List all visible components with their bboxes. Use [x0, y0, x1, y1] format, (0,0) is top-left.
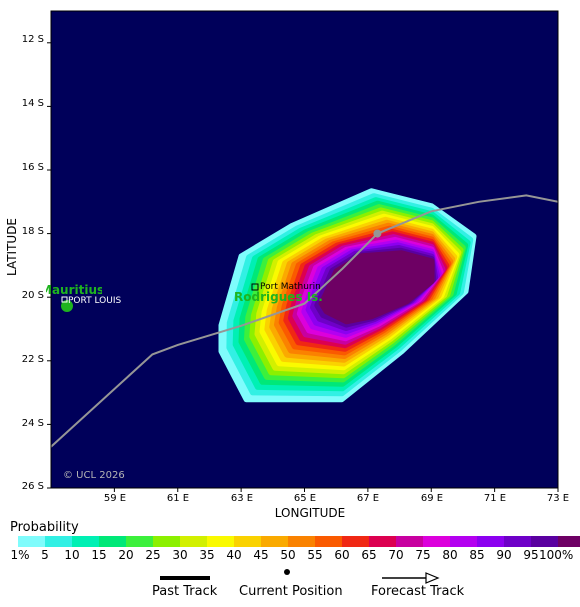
current-position-legend-dot [284, 569, 290, 575]
probability-tick-label: 10 [64, 548, 80, 562]
probability-tick-label: 25 [145, 548, 161, 562]
y-axis-label: LATITUDE [5, 217, 19, 277]
lon-tick-label: 67 E [356, 493, 380, 504]
probability-tick-label: 55 [307, 548, 323, 562]
lat-tick-label: 26 S [21, 481, 44, 492]
probability-tick-label: 100% [539, 548, 574, 562]
colorbar-swatch [45, 536, 72, 547]
x-axis-label: LONGITUDE [274, 506, 346, 520]
probability-tick-label: 5 [41, 548, 49, 562]
colorbar-swatch [234, 536, 261, 547]
colorbar-swatch [558, 536, 580, 547]
colorbar-swatch [531, 536, 558, 547]
lat-tick-label: 12 S [21, 34, 44, 45]
colorbar-swatch [153, 536, 180, 547]
probability-tick-label: 60 [334, 548, 350, 562]
probability-tick-label: 35 [199, 548, 215, 562]
forecast-track-legend-label: Forecast Track [371, 584, 465, 599]
colorbar-swatch [369, 536, 396, 547]
copyright-notice: © UCL 2026 [63, 470, 125, 481]
rodrigues-label: Rodrigues Is. [234, 290, 323, 304]
probability-tick-label: 65 [361, 548, 377, 562]
port-louis-marker [61, 296, 68, 303]
probability-contour [318, 250, 435, 325]
probability-tick-label: 30 [172, 548, 188, 562]
colorbar-swatch [450, 536, 477, 547]
probability-tick-label: 85 [469, 548, 485, 562]
lon-tick-label: 71 E [483, 493, 507, 504]
colorbar-swatch [477, 536, 504, 547]
lon-tick-label: 61 E [166, 493, 190, 504]
colorbar-swatch [180, 536, 207, 547]
rodrigues-island [251, 283, 259, 291]
colorbar-swatch [126, 536, 153, 547]
probability-tick-label: 75 [415, 548, 431, 562]
probability-tick-label: 40 [226, 548, 242, 562]
port-louis-label: PORT LOUIS [68, 296, 122, 306]
colorbar-swatch [99, 536, 126, 547]
colorbar-swatch [18, 536, 45, 547]
probability-tick-label: 95 [523, 548, 539, 562]
probability-tick-label: 20 [118, 548, 134, 562]
forecast-track-legend-arrow [425, 572, 440, 584]
lat-tick-label: 22 S [21, 354, 44, 365]
mauritius-island [61, 300, 73, 312]
lat-tick-label: 20 S [21, 290, 44, 301]
colorbar-swatch [396, 536, 423, 547]
lat-tick-label: 16 S [21, 162, 44, 173]
colorbar-swatch [423, 536, 450, 547]
colorbar-swatch [72, 536, 99, 547]
past-track-legend-label: Past Track [152, 584, 218, 599]
probability-tick-label: 1% [10, 548, 30, 562]
probability-colorbar [18, 536, 580, 547]
lon-tick-label: 69 E [420, 493, 444, 504]
lon-tick-label: 65 E [293, 493, 317, 504]
probability-tick-label: 80 [442, 548, 458, 562]
current-position-marker [373, 229, 382, 238]
mauritius-label: Mauritius [46, 283, 102, 297]
colorbar-swatch [288, 536, 315, 547]
probability-tick-label: 90 [496, 548, 512, 562]
storm-track-line [51, 194, 558, 448]
probability-swath [218, 188, 477, 403]
colorbar-swatch [315, 536, 342, 547]
port-mathurin-label: Port Mathurin [260, 282, 321, 292]
colorbar-swatch [207, 536, 234, 547]
lat-tick-label: 14 S [21, 98, 44, 109]
lat-tick-label: 18 S [21, 226, 44, 237]
current-position-legend-label: Current Position [239, 584, 343, 599]
axis-ticks [47, 42, 559, 492]
colorbar-swatch [504, 536, 531, 547]
lon-tick-label: 73 E [546, 493, 570, 504]
lat-tick-label: 24 S [21, 418, 44, 429]
probability-tick-label: 45 [253, 548, 269, 562]
probability-title: Probability [10, 520, 79, 535]
colorbar-swatch [342, 536, 369, 547]
colorbar-swatch [261, 536, 288, 547]
probability-tick-label: 50 [280, 548, 296, 562]
probability-tick-label: 70 [388, 548, 404, 562]
lon-tick-label: 59 E [103, 493, 127, 504]
probability-tick-label: 15 [91, 548, 107, 562]
lon-tick-label: 63 E [230, 493, 254, 504]
